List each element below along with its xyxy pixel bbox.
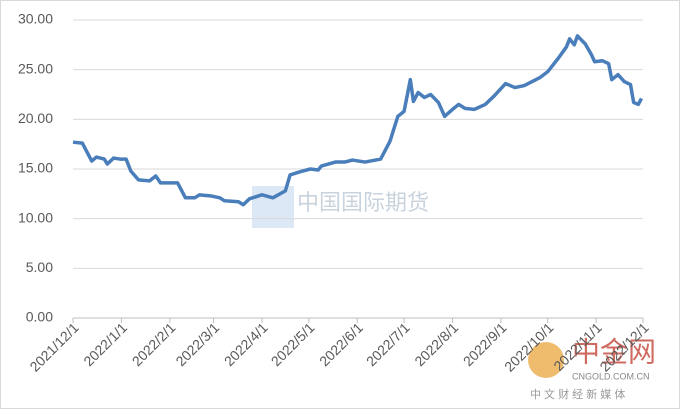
watermark-logo-icon — [528, 342, 564, 378]
watermark-box — [252, 186, 294, 228]
watermark-logo: 中金网 — [572, 336, 656, 367]
y-tick-label: 15.00 — [18, 160, 53, 176]
y-tick-label: 25.00 — [18, 60, 53, 76]
y-tick-label: 30.00 — [18, 11, 53, 27]
watermark-slogan: 中 文 财 经 新 媒 体 — [530, 387, 625, 401]
watermark-text: 中国国际期货 — [297, 190, 429, 215]
y-tick-label: 20.00 — [18, 110, 53, 126]
y-tick-label: 10.00 — [18, 209, 53, 225]
data-line — [72, 34, 643, 207]
y-tick-label: 5.00 — [26, 259, 53, 275]
y-tick-label: 0.00 — [26, 309, 53, 325]
watermark-site: CNGOLD.COM.CN — [572, 371, 650, 381]
